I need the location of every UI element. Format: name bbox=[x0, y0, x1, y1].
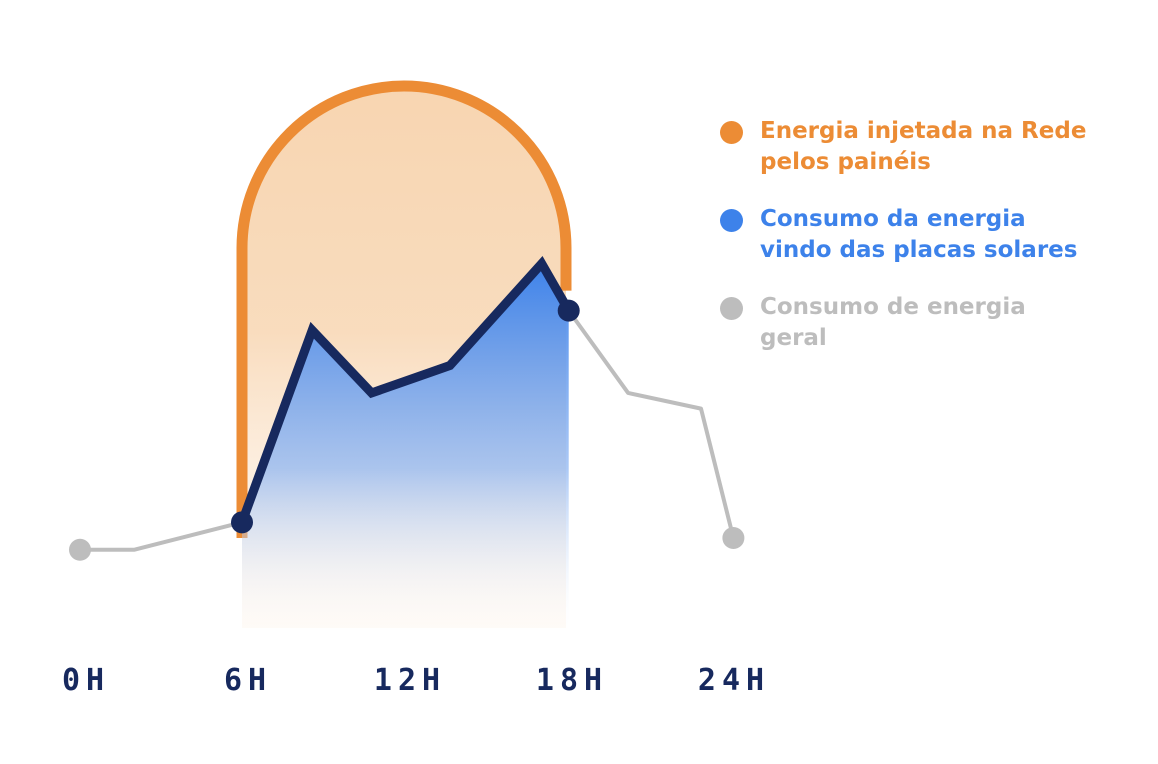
legend-label-injected: Energia injetada na Rede pelos painéis bbox=[760, 118, 1087, 175]
legend-dot-solar bbox=[720, 209, 743, 232]
x-tick-label: 12H bbox=[374, 663, 446, 698]
legend-item-general: Consumo de energia geral bbox=[720, 292, 1140, 354]
legend: Energia injetada na Rede pelos painéis C… bbox=[720, 116, 1140, 380]
solar-consumption-area bbox=[242, 263, 569, 636]
legend-dot-injected bbox=[720, 121, 743, 144]
legend-item-solar: Consumo da energia vindo das placas sola… bbox=[720, 204, 1140, 266]
x-tick-label: 6H bbox=[224, 663, 272, 698]
legend-dot-general bbox=[720, 297, 743, 320]
injected-energy-outline bbox=[236, 80, 572, 538]
legend-label-solar: Consumo da energia vindo das placas sola… bbox=[760, 206, 1078, 263]
general-consumption-dot-0 bbox=[69, 538, 91, 561]
general-consumption-dot-1 bbox=[722, 527, 745, 549]
solar-consumption-dot-0 bbox=[231, 511, 253, 534]
solar-consumption-line bbox=[237, 255, 574, 527]
legend-label-general: Consumo de energia geral bbox=[760, 294, 1026, 351]
x-tick-label: 24H bbox=[698, 663, 770, 698]
solar-consumption-dot-1 bbox=[557, 299, 580, 322]
x-tick-label: 0H bbox=[62, 663, 110, 698]
legend-item-injected: Energia injetada na Rede pelos painéis bbox=[720, 116, 1140, 178]
x-tick-label: 18H bbox=[536, 663, 608, 698]
